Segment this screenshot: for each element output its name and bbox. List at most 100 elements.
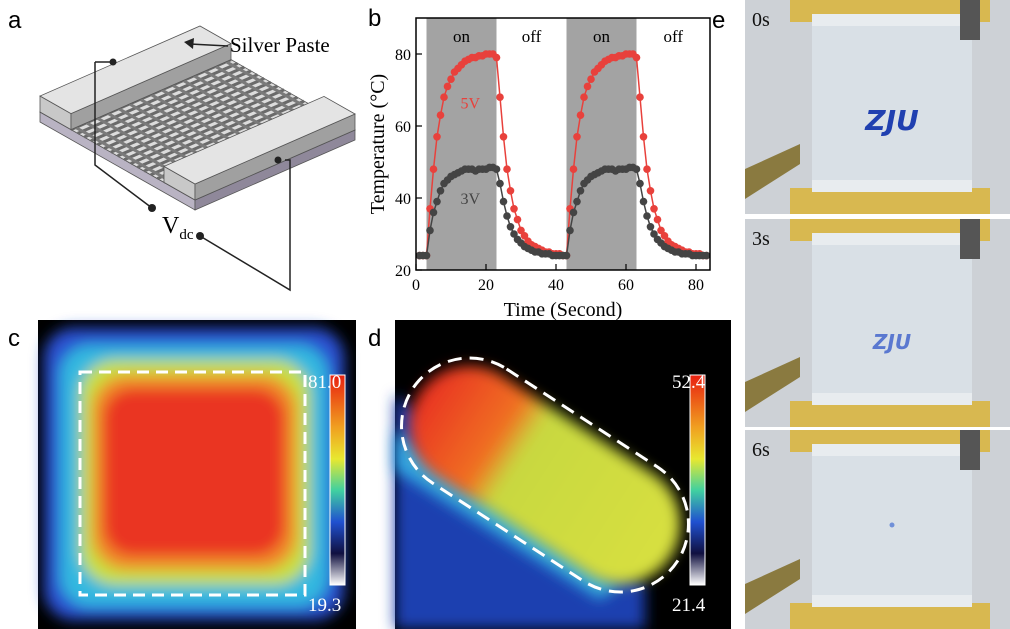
series-label: 5V — [461, 95, 481, 112]
colorbar — [690, 375, 705, 585]
handwriting: ZJU — [872, 330, 911, 354]
data-point — [636, 93, 644, 101]
handwriting: ZJU — [864, 104, 919, 137]
data-point — [566, 227, 574, 235]
data-point — [437, 111, 445, 119]
data-point — [433, 133, 441, 141]
panel-a: a Silver Paste Vdc — [8, 7, 355, 290]
data-point — [430, 209, 438, 217]
data-point — [437, 187, 445, 195]
y-tick-label: 40 — [395, 191, 411, 208]
voltage-subscript: dc — [179, 227, 194, 243]
data-point — [493, 165, 501, 173]
data-point — [643, 212, 651, 220]
data-point — [577, 187, 585, 195]
heat-zone — [103, 388, 285, 556]
photo-strip: 0s ZJU 3s ZJU 6s — [745, 0, 1010, 629]
scale-max: 52.4 — [672, 372, 706, 393]
callout: Silver Paste — [230, 33, 330, 57]
data-point — [426, 227, 434, 235]
y-tick-label: 60 — [395, 119, 411, 136]
electrode — [812, 233, 972, 245]
y-tick-label: 20 — [395, 263, 411, 280]
y-tick-label: 80 — [395, 47, 411, 64]
data-point — [500, 133, 508, 141]
span-label: on — [453, 27, 471, 46]
electrode — [812, 595, 972, 607]
x-tick-label: 60 — [618, 277, 634, 294]
data-point — [573, 133, 581, 141]
frame-time: 0s — [752, 9, 770, 31]
data-point — [507, 223, 515, 231]
data-point — [643, 165, 651, 173]
clip — [960, 0, 980, 40]
electrode — [812, 444, 972, 456]
data-point — [640, 133, 648, 141]
data-point — [703, 252, 711, 260]
span-label: on — [593, 27, 611, 46]
panel-c: 81.0 19.3 c — [8, 320, 356, 629]
terminal — [148, 204, 156, 212]
data-point — [580, 93, 588, 101]
data-point — [584, 83, 592, 91]
panel-label: d — [368, 325, 381, 352]
data-point — [493, 54, 501, 62]
panel-label: c — [8, 325, 20, 352]
panel-label: e — [712, 7, 725, 34]
data-point — [650, 205, 658, 213]
frame-time: 3s — [752, 228, 770, 250]
electrode — [812, 393, 972, 405]
data-point — [503, 212, 511, 220]
data-point — [633, 165, 641, 173]
data-point — [563, 252, 571, 260]
data-point — [647, 187, 655, 195]
data-point — [496, 93, 504, 101]
data-point — [636, 180, 644, 188]
data-point — [647, 223, 655, 231]
data-point — [654, 216, 662, 224]
scale-min: 19.3 — [308, 595, 341, 616]
x-tick-label: 80 — [688, 277, 704, 294]
electrode — [812, 180, 972, 192]
data-point — [444, 83, 452, 91]
data-point — [573, 198, 581, 206]
voltage: V — [162, 213, 180, 239]
voltage-label: Vdc — [162, 213, 194, 243]
data-point — [507, 187, 515, 195]
data-point — [570, 165, 578, 173]
figure: a Silver Paste Vdc b onoffonoff5V3V02040… — [0, 0, 1010, 629]
clip — [960, 430, 980, 470]
data-point — [447, 75, 455, 83]
data-point — [587, 75, 595, 83]
colorbar — [330, 375, 345, 585]
film — [812, 241, 972, 401]
data-point — [440, 93, 448, 101]
panel-label: a — [8, 7, 22, 34]
electrode — [812, 14, 972, 26]
data-point — [423, 252, 431, 260]
data-point — [433, 198, 441, 206]
data-point — [640, 198, 648, 206]
y-axis-label: Temperature (°C) — [367, 74, 389, 214]
span-label: off — [522, 27, 542, 46]
panel-d: 52.4 21.4 d — [368, 320, 731, 629]
x-tick-label: 40 — [548, 277, 564, 294]
data-point — [500, 198, 508, 206]
data-point — [510, 205, 518, 213]
data-point — [633, 54, 641, 62]
series-label: 3V — [461, 191, 481, 208]
frame-time: 6s — [752, 439, 770, 461]
x-axis-label: Time (Second) — [504, 299, 623, 321]
panel-label: b — [368, 5, 381, 32]
x-tick-label: 20 — [478, 277, 494, 294]
scale-max: 81.0 — [308, 372, 341, 393]
span-label: off — [663, 27, 683, 46]
clip — [960, 219, 980, 259]
terminal — [196, 232, 204, 240]
data-point — [503, 165, 511, 173]
panel-e: 0s ZJU 3s ZJU 6s e — [712, 0, 1010, 629]
data-point — [514, 216, 522, 224]
x-tick-label: 0 — [412, 277, 420, 294]
